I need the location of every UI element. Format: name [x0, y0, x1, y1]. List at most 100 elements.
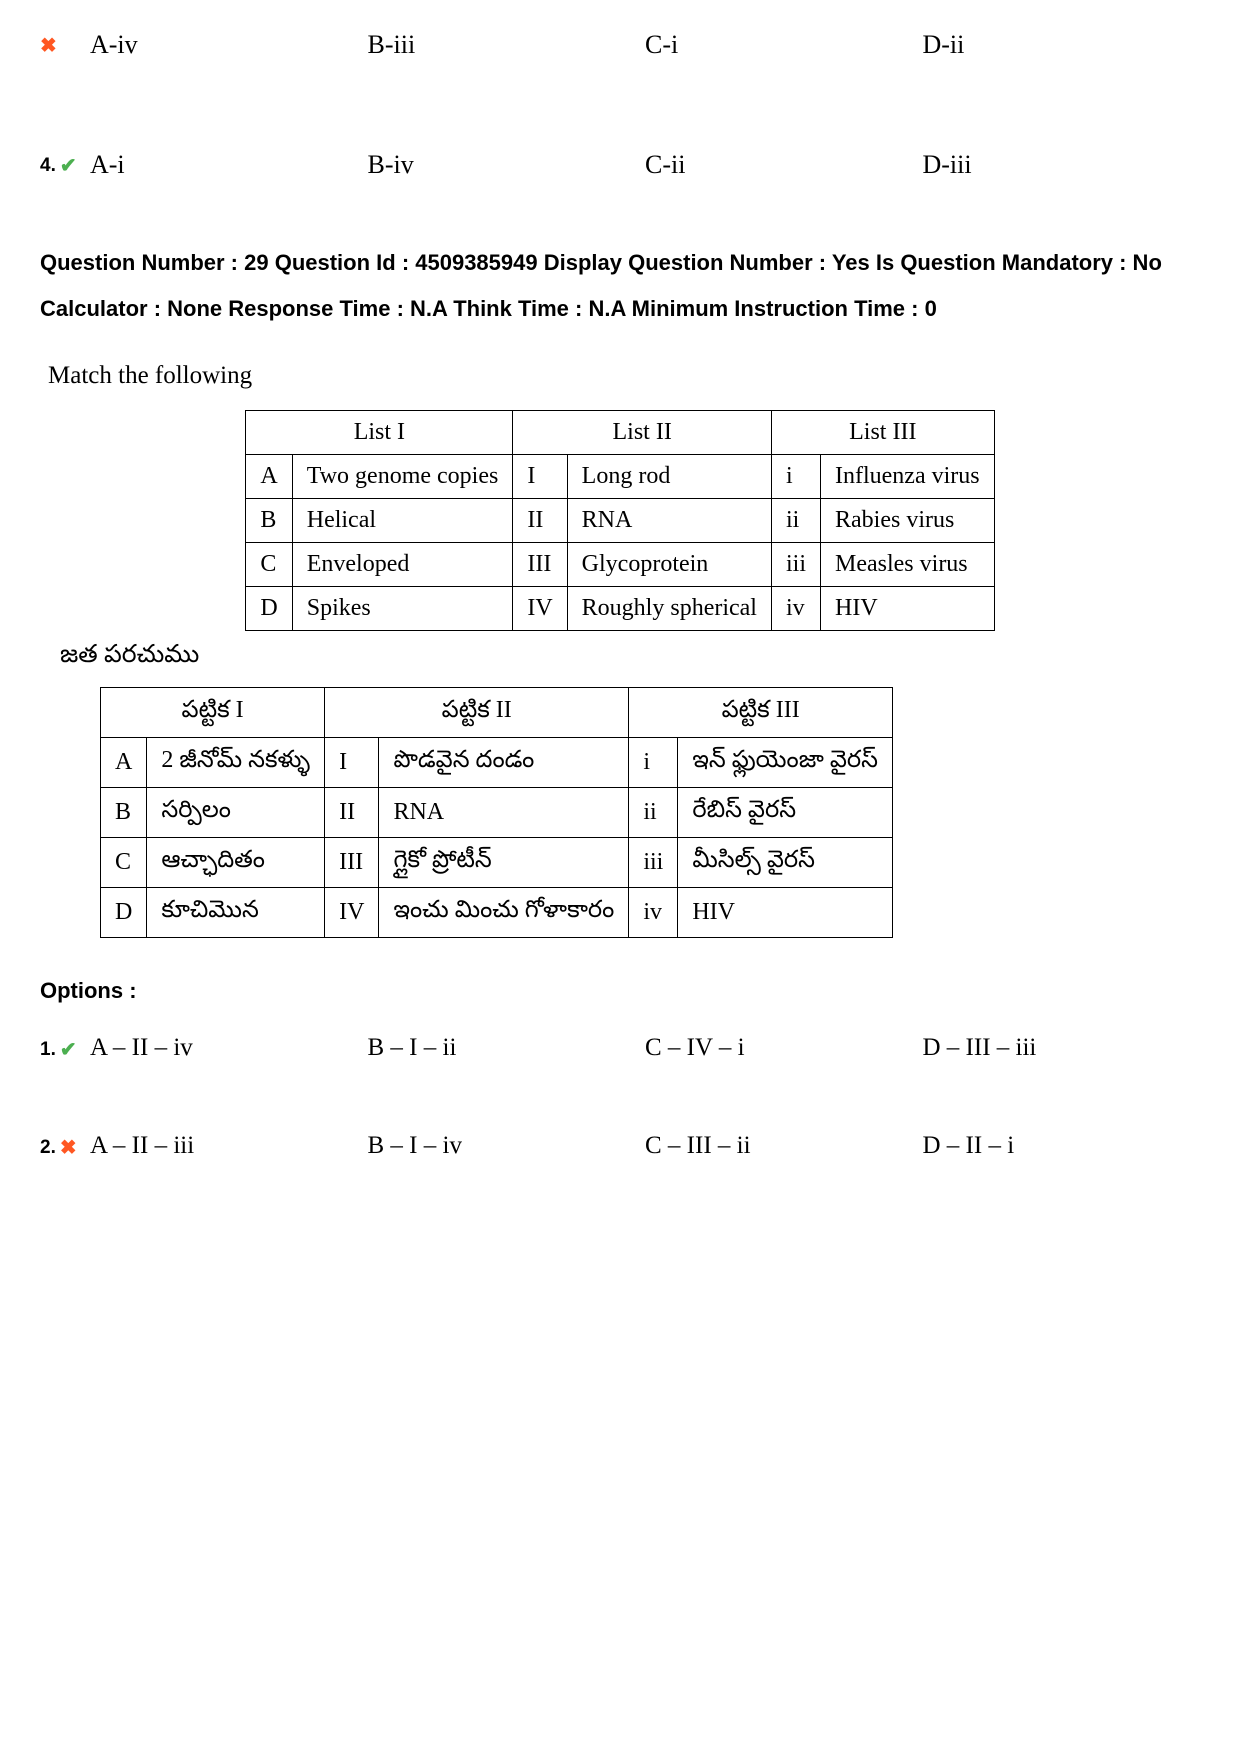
prev-option-4: 4. ✔ A-i B-iv C-ii D-iii [40, 150, 1200, 180]
cell: HIV [821, 587, 995, 631]
cell: గ్లైకో ప్రోటీన్ [379, 838, 629, 888]
cell: Long rod [567, 455, 771, 499]
option-2: 2. ✖ A – II – iii B – I – iv C – III – i… [40, 1132, 1200, 1160]
cell: Two genome copies [292, 455, 513, 499]
cell: D [246, 587, 292, 631]
pair-text: B-iv [368, 150, 646, 180]
opt-text: A – II – iii [90, 1132, 368, 1160]
cell: C [101, 838, 147, 888]
cell: సర్పిలం [147, 788, 325, 838]
cell: I [513, 455, 567, 499]
check-icon: ✔ [60, 1037, 77, 1062]
table-english-wrap: List I List II List III A Two genome cop… [40, 410, 1200, 631]
opt1-parts: A – II – iv B – I – ii C – IV – i D – II… [90, 1034, 1200, 1062]
option-1: 1. ✔ A – II – iv B – I – ii C – IV – i D… [40, 1034, 1200, 1062]
table-telugu-wrap: పట్టిక I పట్టిక II పట్టిక III A 2 జీనోమ్… [40, 687, 1200, 938]
opt-text: A – II – iv [90, 1034, 368, 1062]
cell: Influenza virus [821, 455, 995, 499]
cell: ఇంచు మించు గోళాకారం [379, 888, 629, 938]
pair-text: A-i [90, 150, 368, 180]
cell: i [771, 455, 820, 499]
cell: పొడవైన దండం [379, 738, 629, 788]
cell: ఇన్ ఫ్లుయెంజా వైరస్ [678, 738, 893, 788]
opt-text: B – I – ii [368, 1034, 646, 1062]
cell: మీసిల్స్ వైరస్ [678, 838, 893, 888]
opt2-parts: A – II – iii B – I – iv C – III – ii D –… [90, 1132, 1200, 1160]
cell: i [629, 738, 678, 788]
table-row: B Helical II RNA ii Rabies virus [246, 499, 994, 543]
pair-text: C-i [645, 30, 923, 60]
check-icon: ✔ [60, 153, 77, 178]
pair-text: C-ii [645, 150, 923, 180]
cell: Spikes [292, 587, 513, 631]
table-row: C ఆచ్ఛాదితం III గ్లైకో ప్రోటీన్ iii మీసి… [101, 838, 893, 888]
cell: Enveloped [292, 543, 513, 587]
question-metadata: Question Number : 29 Question Id : 45093… [40, 240, 1200, 332]
opt-text: C – IV – i [645, 1034, 923, 1062]
cell: I [325, 738, 379, 788]
cell: RNA [567, 499, 771, 543]
cell: A [101, 738, 147, 788]
col-header: పట్టిక III [629, 688, 893, 738]
prev-opt4-marker: 4. ✔ [40, 150, 90, 178]
opt-text: B – I – iv [368, 1132, 646, 1160]
cell: Measles virus [821, 543, 995, 587]
cell: Helical [292, 499, 513, 543]
cell: RNA [379, 788, 629, 838]
col-header: List I [246, 411, 513, 455]
cell: B [101, 788, 147, 838]
table-row: B సర్పిలం II RNA ii రేబిస్ వైరస్ [101, 788, 893, 838]
opt-text: D – III – iii [923, 1034, 1201, 1062]
pair-text: D-ii [923, 30, 1201, 60]
question-prompt: Match the following [48, 362, 1200, 390]
opt-text: D – II – i [923, 1132, 1201, 1160]
prev-opt3-pairs: A-iv B-iii C-i D-ii [90, 30, 1200, 60]
table-row: D Spikes IV Roughly spherical iv HIV [246, 587, 994, 631]
opt-text: C – III – ii [645, 1132, 923, 1160]
pair-text: A-iv [90, 30, 368, 60]
cell: iii [771, 543, 820, 587]
cell: D [101, 888, 147, 938]
table-row: A Two genome copies I Long rod i Influen… [246, 455, 994, 499]
pair-text: B-iii [368, 30, 646, 60]
col-header: పట్టిక II [325, 688, 629, 738]
cell: రేబిస్ వైరస్ [678, 788, 893, 838]
cell: Rabies virus [821, 499, 995, 543]
option-number: 2. [40, 1137, 56, 1159]
cell: కూచిమొన [147, 888, 325, 938]
col-header: List III [771, 411, 994, 455]
option-number: 1. [40, 1039, 56, 1061]
cell: B [246, 499, 292, 543]
cell: A [246, 455, 292, 499]
table-row: A 2 జీనోమ్ నకళ్ళు I పొడవైన దండం i ఇన్ ఫ్… [101, 738, 893, 788]
opt2-marker: 2. ✖ [40, 1132, 90, 1160]
cell: Roughly spherical [567, 587, 771, 631]
cell: IV [513, 587, 567, 631]
prev-opt4-pairs: A-i B-iv C-ii D-iii [90, 150, 1200, 180]
pair-text: D-iii [923, 150, 1201, 180]
match-table-english: List I List II List III A Two genome cop… [245, 410, 994, 631]
cell: iv [629, 888, 678, 938]
cell: II [325, 788, 379, 838]
option-number: 4. [40, 155, 56, 177]
cell: III [325, 838, 379, 888]
cell: HIV [678, 888, 893, 938]
cell: C [246, 543, 292, 587]
cell: 2 జీనోమ్ నకళ్ళు [147, 738, 325, 788]
cross-icon: ✖ [60, 1135, 77, 1160]
cell: iv [771, 587, 820, 631]
cell: iii [629, 838, 678, 888]
col-header: List II [513, 411, 772, 455]
table-row: D కూచిమొన IV ఇంచు మించు గోళాకారం iv HIV [101, 888, 893, 938]
cross-icon: ✖ [40, 33, 57, 58]
prev-opt3-marker: ✖ [40, 30, 90, 58]
cell: II [513, 499, 567, 543]
options-heading: Options : [40, 978, 1200, 1004]
telugu-prompt: జత పరచుము [60, 641, 1200, 675]
cell: ii [771, 499, 820, 543]
prev-option-3: ✖ A-iv B-iii C-i D-ii [40, 30, 1200, 60]
col-header: పట్టిక I [101, 688, 325, 738]
cell: III [513, 543, 567, 587]
table-row: C Enveloped III Glycoprotein iii Measles… [246, 543, 994, 587]
match-table-telugu: పట్టిక I పట్టిక II పట్టిక III A 2 జీనోమ్… [100, 687, 893, 938]
